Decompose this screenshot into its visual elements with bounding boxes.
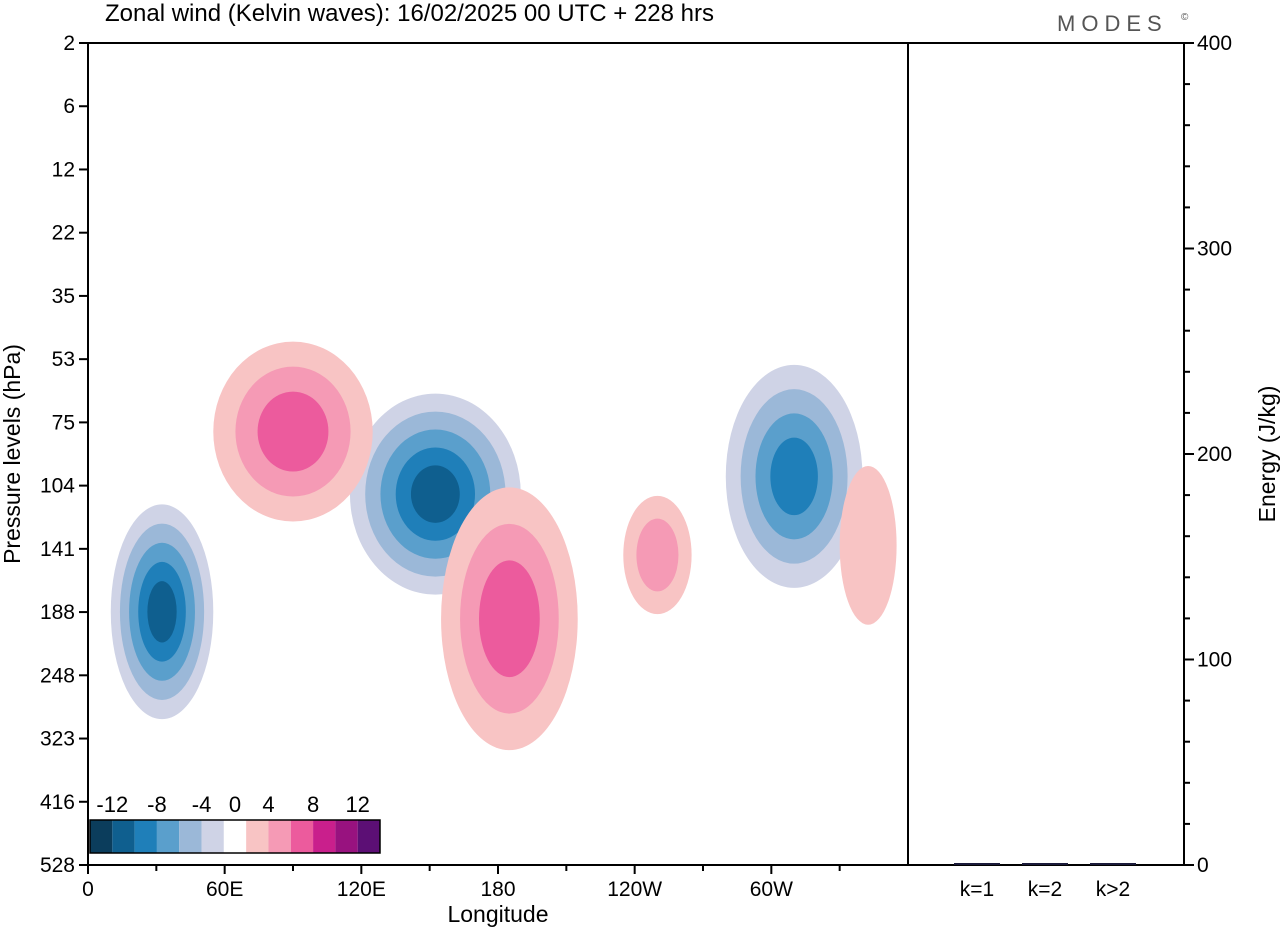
colorbar-swatch <box>246 820 269 853</box>
longitude-axis: 0 60E 120E 180 120W 60W <box>82 865 841 901</box>
y-tick-label: 22 <box>52 222 75 245</box>
brand-copyright-mark: © <box>1181 12 1189 23</box>
colorbar-label: -4 <box>192 792 212 817</box>
y-tick-label: 104 <box>40 475 75 498</box>
energy-tick-label: 0 <box>1197 854 1209 877</box>
colorbar-swatch <box>313 820 336 853</box>
y-tick-label: 416 <box>40 791 75 814</box>
energy-axis-label: Energy (J/kg) <box>1254 386 1280 523</box>
colorbar-label: 4 <box>262 792 274 817</box>
x-tick-label: 120W <box>607 878 662 901</box>
energy-bar <box>1090 863 1136 865</box>
energy-bars: k=1 k=2 k>2 <box>954 863 1136 901</box>
colorbar-swatch <box>335 820 358 853</box>
easterly-anomaly-contour <box>147 581 177 643</box>
westerly-anomaly-contour <box>479 560 540 678</box>
y-tick-label: 35 <box>52 285 75 308</box>
colorbar-swatch <box>112 820 135 853</box>
energy-bar <box>1022 863 1068 865</box>
colorbar-label: -12 <box>96 792 128 817</box>
colorbar-label: -8 <box>147 792 167 817</box>
colorbar-swatch <box>201 820 224 853</box>
y-tick-label: 323 <box>40 728 75 751</box>
easterly-anomaly-contour <box>770 437 818 516</box>
y-tick-label: 12 <box>52 158 75 181</box>
colorbar-label: 8 <box>307 792 319 817</box>
energy-axis: 0 100 200 300 400 <box>1184 32 1232 877</box>
colorbar-frame <box>89 819 381 854</box>
y-tick-label: 6 <box>63 95 75 118</box>
y-tick-label: 248 <box>40 664 75 687</box>
colorbar-label: 12 <box>345 792 369 817</box>
x-tick-label: 0 <box>82 878 94 901</box>
westerly-anomaly-contour <box>636 518 679 592</box>
y-tick-label: 141 <box>40 538 75 561</box>
colorbar-swatch <box>223 820 247 853</box>
y-tick-label: 188 <box>40 601 75 624</box>
y-axis-label: Pressure levels (hPa) <box>0 344 25 564</box>
colorbar-label: 0 <box>229 792 241 817</box>
energy-plot-frame <box>907 42 1185 866</box>
colorbar-swatch <box>357 820 380 853</box>
energy-tick-label: 400 <box>1197 32 1232 55</box>
energy-tick-label: 200 <box>1197 443 1232 466</box>
energy-category-label: k=2 <box>1028 878 1062 901</box>
y-tick-label: 75 <box>52 411 75 434</box>
wind-anomaly-field <box>110 341 897 751</box>
colorbar-swatch <box>290 820 314 853</box>
colorbar-swatch <box>134 820 157 853</box>
chart-title: Zonal wind (Kelvin waves): 16/02/2025 00… <box>105 0 714 27</box>
brand-logo-text: MODES <box>1057 11 1168 36</box>
colorbar-swatch <box>90 820 113 853</box>
x-tick-label: 180 <box>480 878 515 901</box>
pressure-axis: 2 6 12 22 35 53 75 104 141 188 248 323 416 528 <box>40 32 88 877</box>
y-tick-label: 528 <box>40 854 75 877</box>
colorbar-swatch <box>156 820 180 853</box>
y-tick-label: 53 <box>52 348 75 371</box>
westerly-anomaly-contour <box>257 391 329 472</box>
y-tick-label: 2 <box>63 32 75 55</box>
easterly-anomaly-contour <box>410 465 460 523</box>
colorbar-legend: -12 -8 -4 0 4 8 12 <box>89 792 381 854</box>
x-tick-label: 60W <box>750 878 793 901</box>
energy-bar <box>954 863 1000 865</box>
x-axis-label: Longitude <box>447 901 548 927</box>
energy-tick-label: 300 <box>1197 238 1232 261</box>
colorbar-swatch <box>268 820 291 853</box>
colorbar-swatch <box>179 820 202 853</box>
energy-category-label: k=1 <box>960 878 994 901</box>
energy-tick-label: 100 <box>1197 649 1232 672</box>
westerly-anomaly-contour <box>839 465 897 625</box>
x-tick-label: 60E <box>206 878 243 901</box>
energy-category-label: k>2 <box>1096 878 1130 901</box>
x-tick-label: 120E <box>337 878 386 901</box>
